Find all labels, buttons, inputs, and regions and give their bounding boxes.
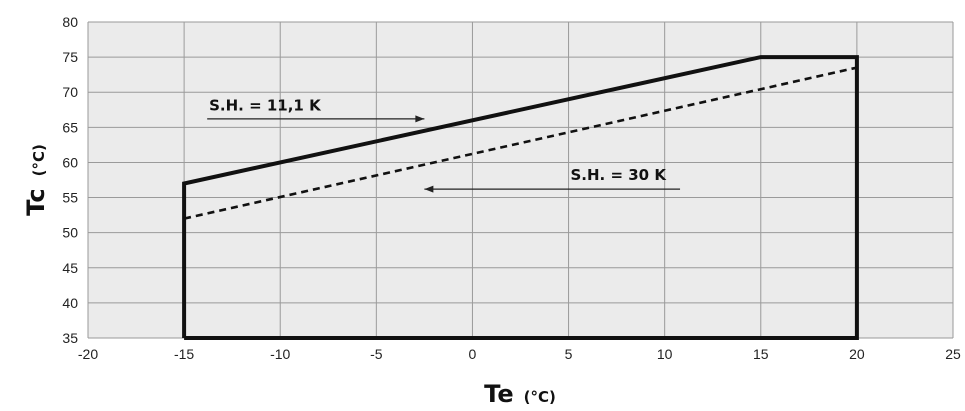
y-tick-label: 45 xyxy=(62,260,78,276)
y-tick-label: 70 xyxy=(62,84,78,100)
y-tick-label: 80 xyxy=(62,14,78,30)
y-axis-label: Tc (°C) xyxy=(22,144,50,216)
x-tick-label: 10 xyxy=(657,346,673,362)
x-axis-unit: (°C) xyxy=(524,388,556,406)
annotation-2: S.H. = 30 K xyxy=(424,166,681,193)
plot-area xyxy=(88,22,953,338)
annotation-1: S.H. = 11,1 K xyxy=(207,96,425,123)
annotation-layer: S.H. = 11,1 K S.H. = 30 K xyxy=(207,96,681,193)
x-tick-label: 15 xyxy=(753,346,769,362)
x-axis-label: Te (°C) xyxy=(484,380,556,408)
x-tick-label: 0 xyxy=(469,346,477,362)
annotation-label: S.H. = 30 K xyxy=(570,166,667,184)
y-axis-title: Tc xyxy=(22,188,50,215)
x-tick-label: 20 xyxy=(849,346,865,362)
x-tick-label: -10 xyxy=(270,346,290,362)
y-tick-label: 75 xyxy=(62,49,78,65)
x-axis-title: Te xyxy=(484,380,513,408)
series-layer xyxy=(182,55,859,340)
x-tick-label: -5 xyxy=(370,346,383,362)
y-tick-label: 50 xyxy=(62,225,78,241)
y-tick-label: 35 xyxy=(62,330,78,346)
y-tick-label: 55 xyxy=(62,190,78,206)
series-line-sh-30k xyxy=(183,66,858,220)
y-tick-label: 40 xyxy=(62,295,78,311)
y-tick-label: 60 xyxy=(62,154,78,170)
x-tick-label: -15 xyxy=(174,346,194,362)
ticks: -20 -15 -10 -5 0 5 10 15 20 25 35 40 45 50 55 60 65 70 75 8… xyxy=(62,14,961,362)
x-tick-label: 5 xyxy=(565,346,573,362)
x-tick-label: -20 xyxy=(78,346,98,362)
y-axis-unit: (°C) xyxy=(30,144,48,176)
x-tick-label: 25 xyxy=(945,346,961,362)
series-line-sh-11-1k xyxy=(182,55,859,340)
annotation-arrow-head xyxy=(415,115,425,123)
annotation-label: S.H. = 11,1 K xyxy=(209,96,322,114)
y-tick-label: 65 xyxy=(62,119,78,135)
annotation-arrow-head xyxy=(424,185,434,193)
